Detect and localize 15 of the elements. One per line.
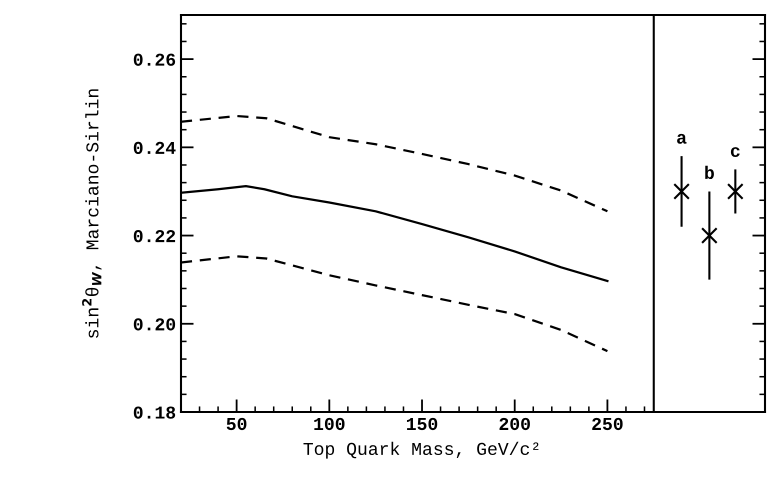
y-tick-label: 0.20: [134, 318, 176, 330]
x-tick-label: 50: [226, 418, 246, 430]
legend-label: c: [730, 147, 740, 157]
x-tick-label: 200: [500, 418, 530, 430]
y-tick-label: 0.22: [134, 230, 176, 242]
y-axis-title: sin$^{2}$θ$_{W}$, Marciano-Sirlin: [82, 89, 102, 338]
y-tick-label: 0.24: [134, 142, 176, 154]
text: a: [677, 134, 687, 144]
x-tick-label: 150: [406, 418, 438, 430]
y-tick-label: 0.18: [134, 406, 176, 419]
y-tick-label: 0.26: [134, 54, 176, 66]
x-tick-label: 100: [314, 418, 345, 430]
x-axis-title: Top Quark Mass, GeV/c²: [303, 442, 538, 459]
text: b: [705, 166, 714, 180]
x-tick-label: 250: [592, 418, 623, 430]
